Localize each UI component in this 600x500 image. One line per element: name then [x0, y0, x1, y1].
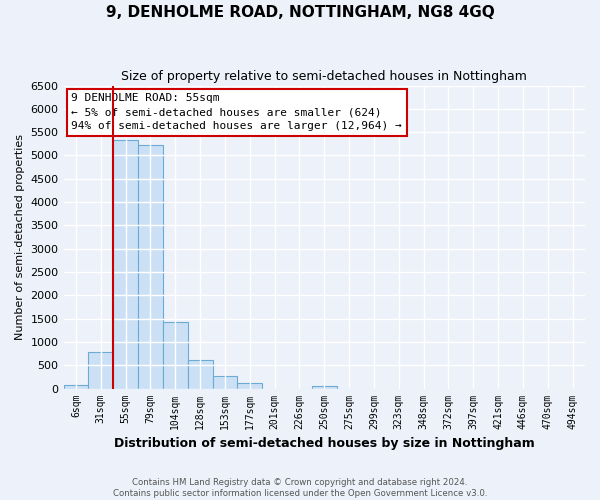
Bar	[212, 376, 238, 388]
Bar	[188, 360, 212, 388]
Bar	[138, 145, 163, 388]
Bar	[238, 384, 262, 388]
Text: 9 DENHOLME ROAD: 55sqm
← 5% of semi-detached houses are smaller (624)
94% of sem: 9 DENHOLME ROAD: 55sqm ← 5% of semi-deta…	[71, 93, 402, 131]
Bar	[88, 352, 113, 389]
Bar	[312, 386, 337, 388]
Text: 9, DENHOLME ROAD, NOTTINGHAM, NG8 4GQ: 9, DENHOLME ROAD, NOTTINGHAM, NG8 4GQ	[106, 5, 494, 20]
Text: Contains HM Land Registry data © Crown copyright and database right 2024.
Contai: Contains HM Land Registry data © Crown c…	[113, 478, 487, 498]
Bar	[163, 322, 188, 388]
Bar	[113, 140, 138, 388]
X-axis label: Distribution of semi-detached houses by size in Nottingham: Distribution of semi-detached houses by …	[114, 437, 535, 450]
Title: Size of property relative to semi-detached houses in Nottingham: Size of property relative to semi-detach…	[121, 70, 527, 83]
Bar	[64, 385, 88, 388]
Y-axis label: Number of semi-detached properties: Number of semi-detached properties	[15, 134, 25, 340]
